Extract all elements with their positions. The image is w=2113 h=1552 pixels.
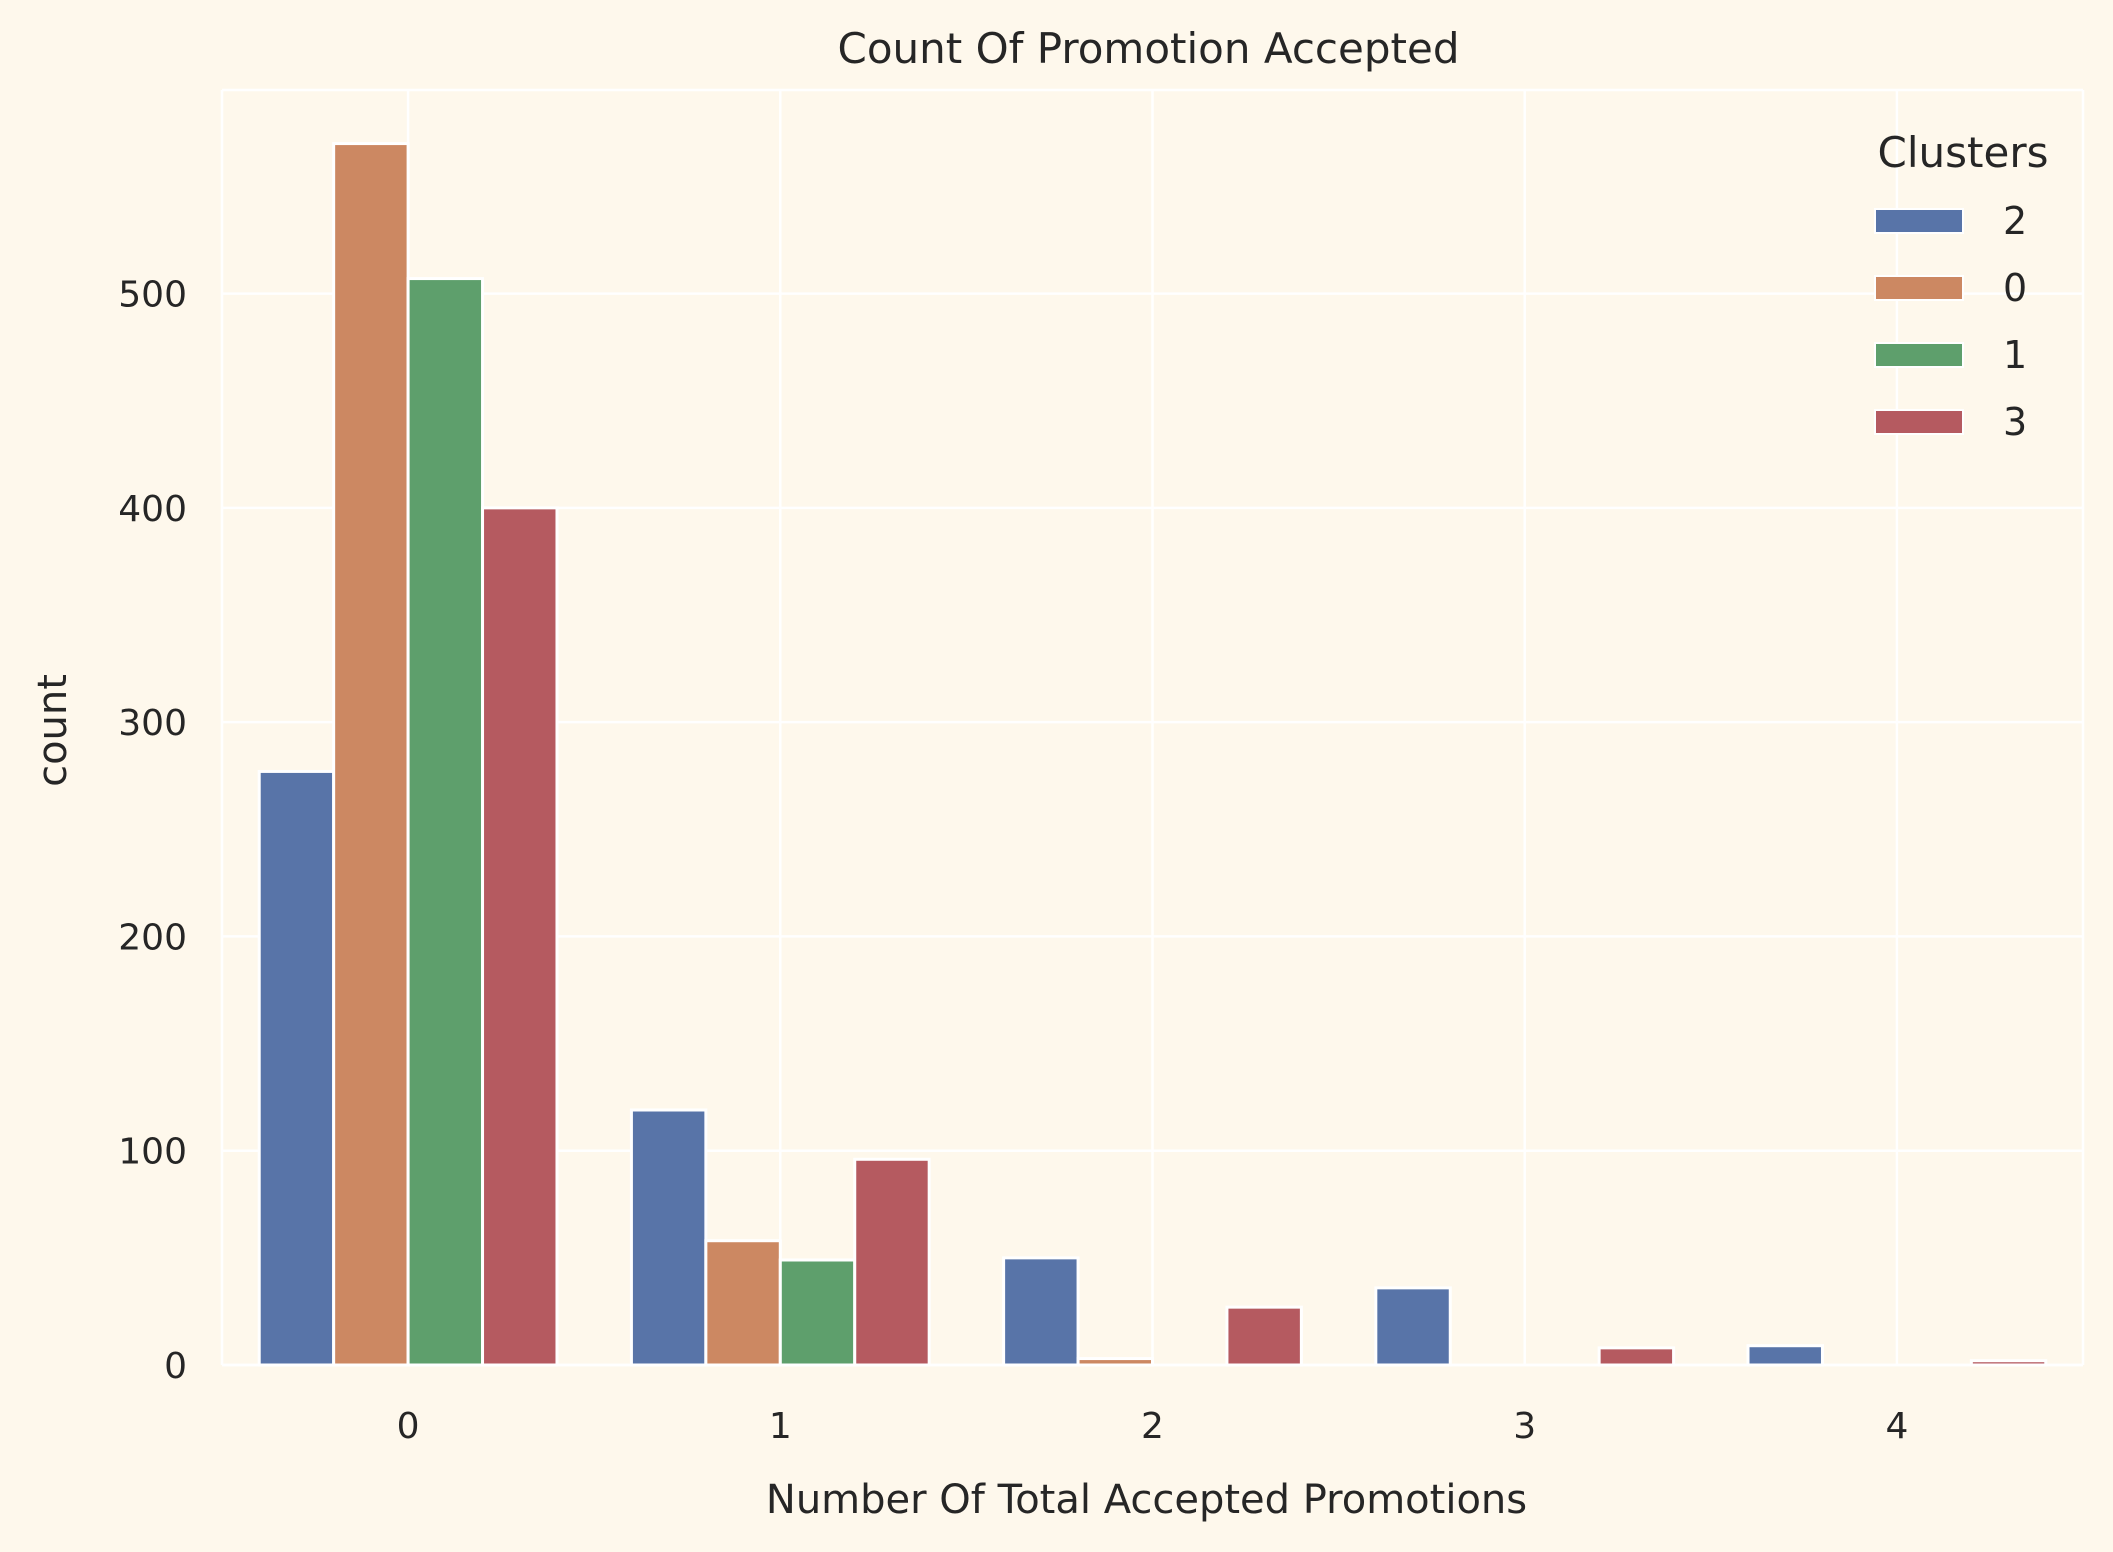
legend-swatch-1 <box>1874 342 1964 368</box>
bar-cluster-0-cat-2 <box>1076 1357 1155 1367</box>
x-tick-label: 2 <box>1141 1406 1164 1447</box>
legend-swatch-0 <box>1874 275 1964 301</box>
bar-cluster-1-cat-0 <box>406 277 485 1367</box>
legend-swatch-2 <box>1874 208 1964 234</box>
legend-swatch-3 <box>1874 409 1964 435</box>
legend-title: Clusters <box>1878 128 2049 177</box>
bar-cluster-1-cat-1 <box>778 1258 857 1367</box>
bar-cluster-0-cat-1 <box>704 1239 782 1367</box>
x-tick-label: 4 <box>1885 1406 1908 1447</box>
bar-cluster-3-cat-3 <box>1597 1346 1676 1367</box>
x-tick-label: 0 <box>397 1406 420 1447</box>
chart-title: Count Of Promotion Accepted <box>838 24 1460 73</box>
x-tick-labels: 0 1 2 3 4 <box>397 1406 1909 1447</box>
bar-cluster-0-cat-0 <box>332 142 410 1367</box>
bar-cluster-2-cat-3 <box>1374 1286 1452 1367</box>
bar-cluster-2-cat-1 <box>629 1108 708 1367</box>
legend-label-2: 2 <box>2003 199 2027 243</box>
y-tick-label: 0 <box>164 1346 187 1387</box>
x-axis-title: Number Of Total Accepted Promotions <box>766 1477 1527 1523</box>
bar-cluster-3-cat-4 <box>1969 1359 2048 1367</box>
x-tick-label: 1 <box>769 1406 792 1447</box>
legend-label-1: 1 <box>2003 333 2027 377</box>
bar-cluster-2-cat-2 <box>1002 1256 1080 1367</box>
legend: Clusters 2 0 1 3 <box>1874 128 2049 444</box>
x-tick-label: 3 <box>1513 1406 1536 1447</box>
y-tick-label: 400 <box>118 489 187 530</box>
legend-label-0: 0 <box>2003 266 2027 310</box>
y-tick-label: 200 <box>118 917 187 958</box>
y-axis-title: count <box>30 674 76 787</box>
bar-cluster-2-cat-0 <box>257 769 336 1367</box>
bar-cluster-3-cat-2 <box>1225 1305 1303 1367</box>
bars <box>257 142 2048 1367</box>
y-tick-label: 100 <box>118 1132 187 1173</box>
bar-cluster-2-cat-4 <box>1746 1344 1824 1367</box>
y-tick-labels: 0 100 200 300 400 500 <box>118 275 187 1387</box>
y-tick-label: 500 <box>118 275 187 316</box>
legend-label-3: 3 <box>2003 400 2027 444</box>
bar-cluster-3-cat-1 <box>853 1157 931 1367</box>
bar-cluster-3-cat-0 <box>481 506 559 1367</box>
y-tick-label: 300 <box>118 703 187 744</box>
